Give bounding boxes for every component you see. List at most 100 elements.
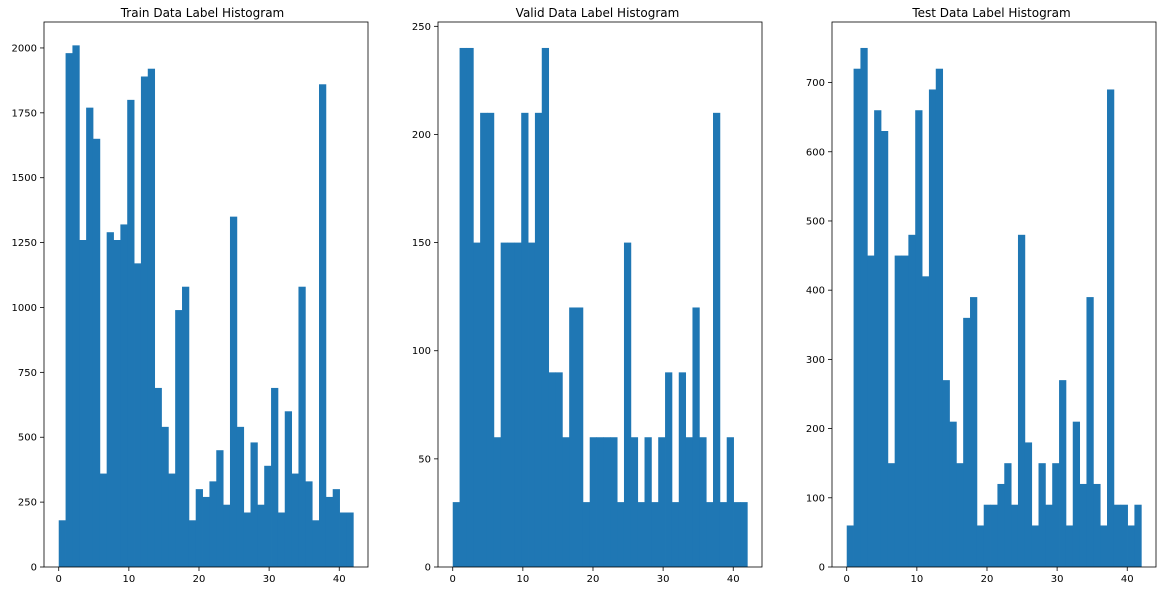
x-tick-label: 0 (450, 574, 456, 585)
x-tick-label: 10 (910, 574, 923, 585)
y-tick-label: 300 (806, 355, 825, 366)
histogram-bar (319, 84, 327, 567)
histogram-bar (72, 45, 80, 568)
histogram-bar (956, 463, 964, 567)
ticks-group: 0 10 20 30 40 0 250 500 750 1000 1250 1500 1750 2000 (12, 43, 346, 585)
histogram-bar (175, 310, 183, 567)
x-tick-label: 30 (657, 574, 670, 585)
histogram-bar (555, 372, 563, 567)
histogram-bar (617, 502, 625, 567)
bars-group (58, 45, 354, 568)
y-tick-label: 250 (412, 22, 431, 33)
histogram-bar (236, 426, 245, 567)
x-tick-label: 40 (333, 574, 346, 585)
histogram-bar (99, 473, 108, 567)
histogram-bar (106, 232, 114, 567)
histogram-bar (576, 307, 584, 567)
histogram-bar (79, 240, 87, 567)
histogram-bar (493, 437, 502, 567)
chart-title: Train Data Label Histogram (120, 6, 285, 20)
histogram-bar (1059, 380, 1067, 567)
histogram-bar (1017, 234, 1026, 567)
histogram-bar (339, 512, 347, 567)
y-tick-label: 100 (412, 346, 431, 357)
y-tick-label: 600 (806, 147, 825, 158)
x-tick-label: 30 (263, 574, 276, 585)
plot-frame (437, 21, 763, 568)
x-tick-label: 40 (727, 574, 740, 585)
histogram-bar (298, 286, 306, 567)
histogram-bar (713, 112, 721, 567)
histogram-bar (699, 437, 707, 567)
x-tick-label: 10 (516, 574, 529, 585)
histogram-bar (346, 512, 354, 567)
histogram-bar (610, 437, 618, 567)
histogram-bar (860, 47, 868, 567)
y-tick-label: 200 (806, 424, 825, 435)
histogram-bar (466, 47, 474, 567)
histogram-bar (1086, 297, 1094, 567)
histogram-bar (928, 89, 937, 567)
histogram-bar (1065, 525, 1074, 567)
train-histogram-panel: Train Data Label Histogram 0 10 20 30 40 0 250… (12, 6, 369, 585)
histogram-bar (1113, 504, 1122, 567)
y-tick-label: 1750 (12, 108, 37, 119)
histogram-bar (209, 481, 217, 567)
histogram-bar (86, 107, 94, 567)
histogram-bar (500, 242, 508, 567)
y-tick-label: 1000 (12, 303, 37, 314)
histogram-bar (264, 465, 272, 567)
x-tick-label: 30 (1051, 574, 1064, 585)
histogram-bar (733, 502, 741, 567)
histogram-bar (291, 473, 299, 567)
histogram-bar (935, 68, 944, 568)
histogram-bar (257, 504, 265, 567)
x-tick-label: 0 (56, 574, 62, 585)
histogram-bar (915, 110, 923, 568)
x-tick-label: 20 (981, 574, 994, 585)
histogram-bar (887, 463, 896, 567)
histogram-bar (250, 442, 258, 567)
histogram-bar (867, 255, 875, 567)
x-tick-label: 20 (587, 574, 600, 585)
histogram-bar (719, 502, 728, 567)
y-tick-label: 750 (18, 368, 37, 379)
histogram-bar (637, 502, 645, 567)
histogram-bar (846, 525, 854, 567)
histogram-bar (623, 242, 632, 567)
x-tick-label: 40 (1121, 574, 1134, 585)
histogram-bar (990, 504, 998, 567)
histogram-bar (480, 112, 488, 567)
y-tick-label: 0 (819, 563, 825, 574)
chart-title: Test Data Label Histogram (911, 6, 1070, 20)
y-tick-label: 250 (18, 498, 37, 509)
histogram-bar (740, 502, 748, 567)
histogram-bar (514, 242, 522, 567)
histogram-bar (596, 437, 604, 567)
histogram-bar (541, 47, 550, 567)
histogram-bar (1079, 483, 1087, 567)
histogram-bar (312, 520, 320, 567)
x-tick-label: 20 (193, 574, 206, 585)
plot-frame (43, 21, 369, 568)
histogram-bar (908, 234, 916, 567)
histogram-bar (1052, 463, 1060, 567)
x-tick-label: 10 (122, 574, 135, 585)
histogram-bar (874, 110, 882, 568)
y-tick-label: 500 (806, 216, 825, 227)
y-tick-label: 400 (806, 286, 825, 297)
histogram-bar (976, 525, 985, 567)
histogram-bar (229, 216, 238, 567)
histogram-bar (1134, 504, 1142, 567)
histogram-bar (1120, 504, 1128, 567)
histogram-bar (161, 426, 169, 567)
y-tick-label: 1500 (12, 173, 37, 184)
histogram-bar (894, 255, 902, 567)
histogram-bar (942, 380, 950, 567)
histogram-bar (651, 502, 659, 567)
y-tick-label: 0 (425, 563, 431, 574)
histogram-bar (671, 502, 680, 567)
histogram-bar (459, 47, 467, 567)
histogram-bar (188, 520, 197, 567)
histogram-bar (271, 387, 279, 567)
